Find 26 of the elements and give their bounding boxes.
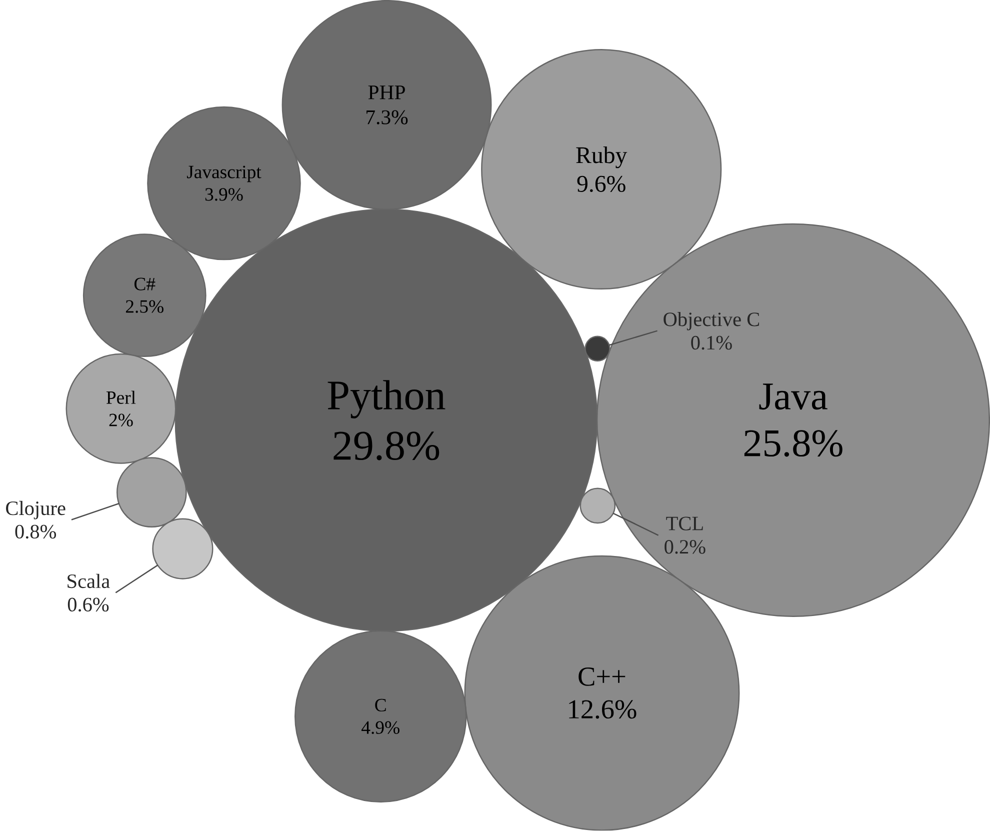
data-label: 0.6% [68,598,109,612]
category-label: Scala [68,574,110,588]
category-label: C# [134,278,156,290]
category-label: Ruby [576,146,628,168]
data-label: 12.6% [569,700,636,719]
data-label: 7.3% [366,110,408,124]
data-label: 29.8% [334,432,440,460]
data-label: 3.9% [205,188,243,201]
data-label: 0.2% [664,540,706,554]
category-label: TCL [666,516,703,530]
category-label: Java [759,384,828,410]
data-label: 2% [109,414,133,427]
category-label: Objective C [664,312,760,330]
data-label: 2.5% [126,300,164,313]
category-label: Perl [106,390,136,404]
data-label: 0.1% [691,336,732,350]
category-label: PHP [368,86,405,100]
category-label: Clojure [6,500,66,520]
data-label: 25.8% [744,430,842,457]
category-label: Python [328,380,446,418]
data-label: 4.9% [362,721,400,734]
data-label: 9.6% [577,176,626,192]
category-label: C++ [578,668,626,686]
category-label: Javascript [186,166,262,182]
data-label: 0.8% [15,524,56,539]
category-label: C [375,698,386,712]
